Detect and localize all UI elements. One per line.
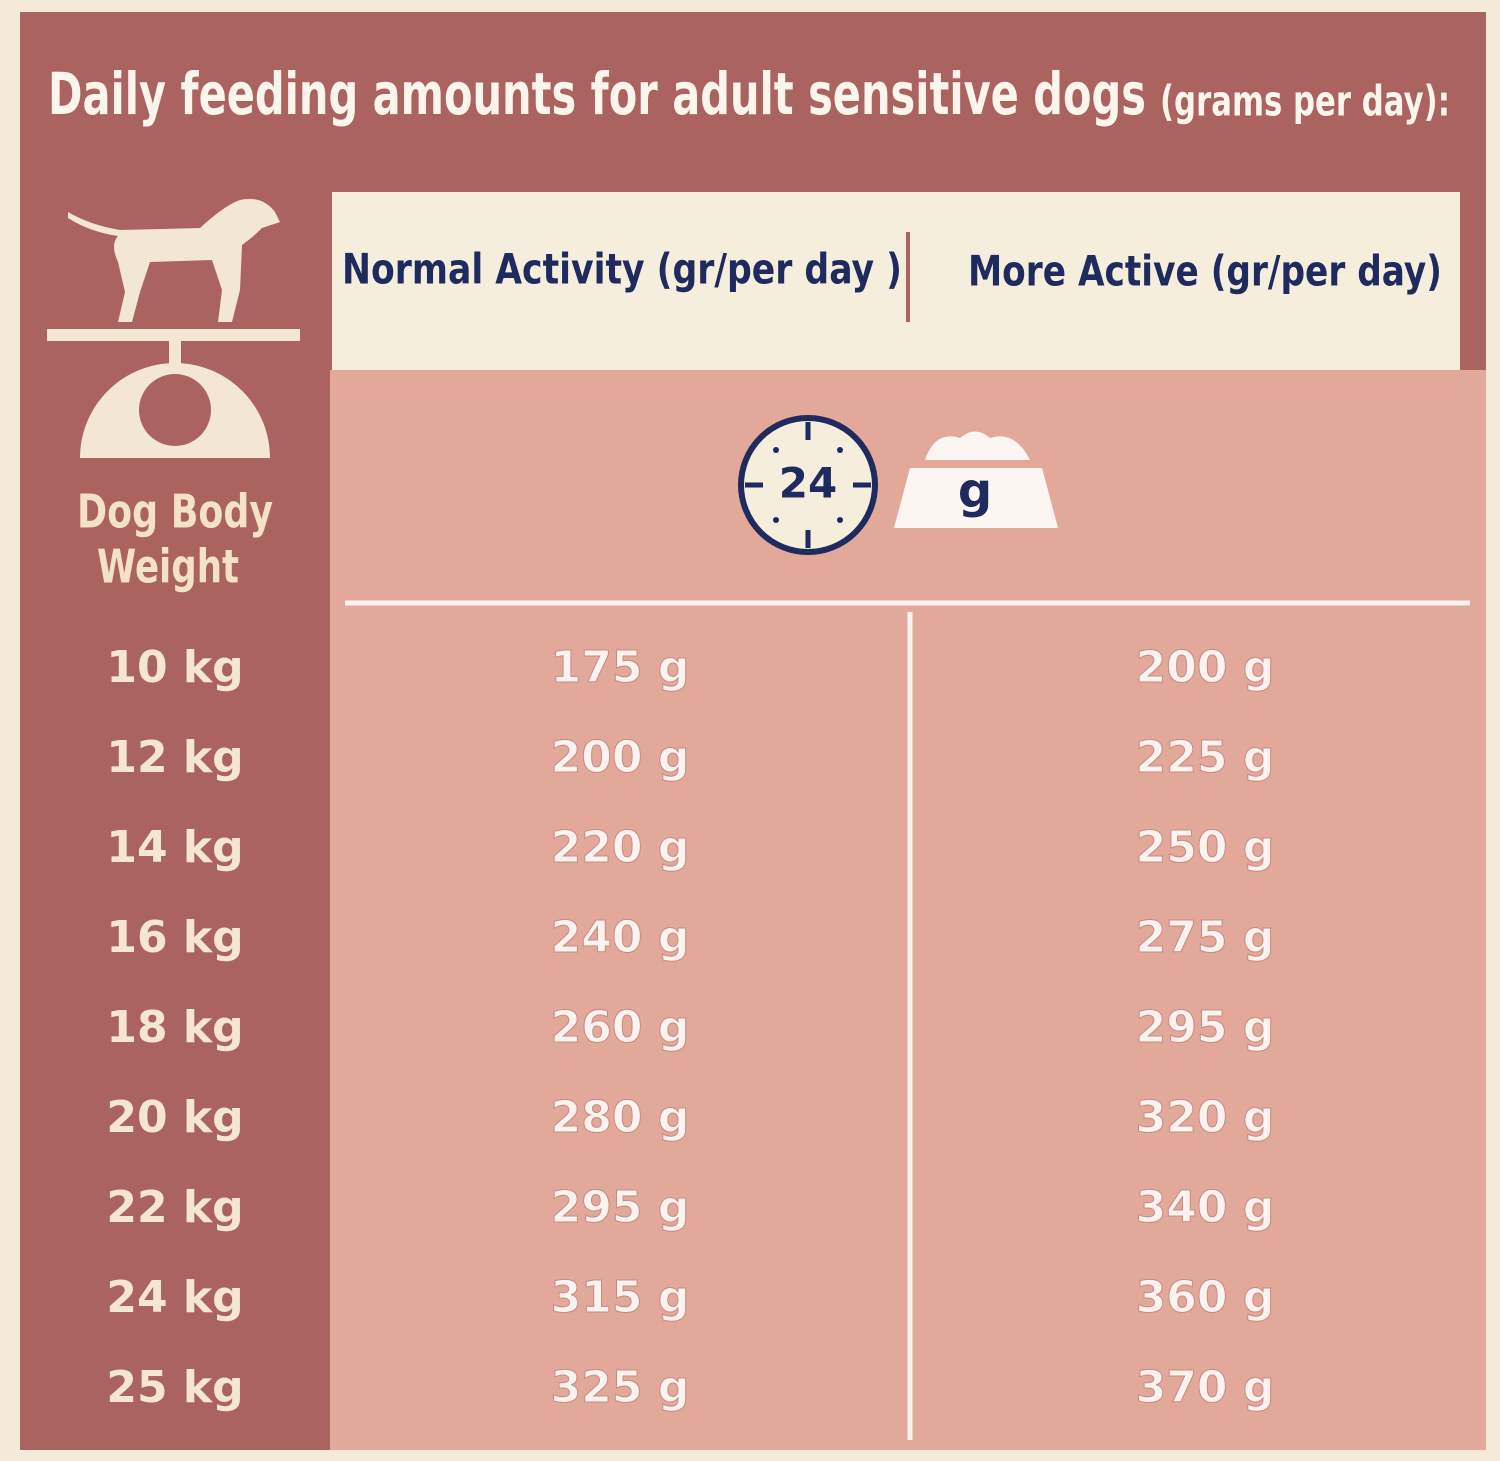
dog-scale-icon (47, 198, 300, 458)
active-cell: 225 g (1136, 732, 1275, 783)
normal-cell: 240 g (551, 912, 690, 963)
weight-cell: 12 kg (106, 732, 243, 783)
active-cell: 370 g (1136, 1362, 1275, 1413)
normal-cell: 315 g (551, 1272, 690, 1323)
title: Daily feeding amounts for adult sensitiv… (48, 60, 1146, 128)
bowl-label: g (958, 463, 992, 519)
weight-cell: 18 kg (106, 1002, 243, 1053)
normal-cell: 260 g (551, 1002, 690, 1053)
table-rows: 10 kg 175 g 200 g 12 kg 200 g 225 g 14 kg 220 g… (106, 642, 1275, 1414)
active-cell: 275 g (1136, 912, 1275, 963)
active-cell: 320 g (1136, 1092, 1275, 1143)
row-header: Dog Body (77, 485, 273, 539)
active-cell: 200 g (1136, 642, 1275, 693)
active-cell: 295 g (1136, 1002, 1275, 1053)
clock-label: 24 (779, 459, 837, 508)
weight-cell: 22 kg (106, 1182, 243, 1233)
normal-cell: 295 g (551, 1182, 690, 1233)
normal-cell: 220 g (551, 822, 690, 873)
normal-cell: 325 g (551, 1362, 690, 1413)
weight-cell: 20 kg (106, 1092, 243, 1143)
active-cell: 340 g (1136, 1182, 1275, 1233)
clock-icon (738, 415, 878, 555)
normal-cell: 200 g (551, 732, 690, 783)
weight-cell: 16 kg (106, 912, 243, 963)
header-panel (332, 192, 1460, 370)
row-header: Weight (97, 540, 239, 594)
bowl-icon (894, 431, 1058, 528)
normal-cell: 175 g (551, 642, 690, 693)
weight-cell: 10 kg (106, 642, 243, 693)
normal-cell: 280 g (551, 1092, 690, 1143)
column-header: Normal Activity (gr/per day ) (342, 245, 902, 294)
weight-cell: 25 kg (106, 1362, 243, 1413)
weight-cell: 24 kg (106, 1272, 243, 1323)
title-note: (grams per day): (1160, 77, 1450, 126)
active-cell: 250 g (1136, 822, 1275, 873)
active-cell: 360 g (1136, 1272, 1275, 1323)
weight-cell: 14 kg (106, 822, 243, 873)
column-header: More Active (gr/per day) (968, 247, 1442, 296)
